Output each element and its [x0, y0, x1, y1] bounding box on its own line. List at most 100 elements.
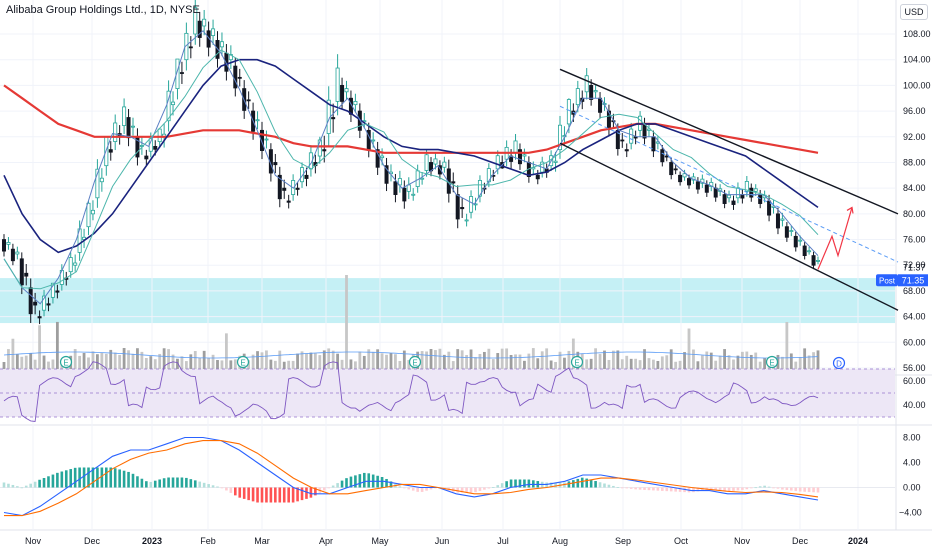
macd-histogram-bar — [807, 487, 811, 493]
volume-bar — [136, 348, 139, 370]
time-tick-label: Apr — [319, 536, 333, 546]
macd-histogram-bar — [287, 487, 290, 503]
candle-body — [695, 181, 700, 190]
candle-body — [642, 123, 647, 139]
candle-body — [73, 262, 78, 266]
volume-bar — [589, 358, 593, 370]
volume-bar — [402, 350, 406, 370]
candle-body — [130, 125, 135, 128]
macd-histogram-bar — [794, 487, 798, 492]
time-tick-label: Jun — [435, 536, 450, 546]
macd-histogram-bar — [429, 487, 433, 490]
volume-bar — [687, 328, 691, 370]
trend-channel — [559, 68, 899, 311]
macd-histogram-bar — [500, 483, 504, 488]
volume-bar — [763, 358, 767, 370]
macd-histogram-bar — [305, 487, 308, 499]
macd-tick-label: −4.00 — [899, 508, 922, 518]
macd-histogram-bar — [225, 487, 228, 491]
earnings-marker-label: E — [769, 359, 774, 368]
volume-bar — [407, 360, 411, 370]
currency-button[interactable]: USD — [900, 4, 928, 20]
volume-bar — [225, 333, 228, 370]
candle-body — [259, 129, 264, 151]
channel-upper-line — [559, 68, 899, 215]
post-badge-bg — [876, 274, 898, 287]
volume-bar — [251, 354, 255, 370]
macd-histogram-bar — [803, 487, 806, 492]
volume-bar — [496, 353, 500, 370]
candle-body — [95, 168, 100, 199]
candle-body — [322, 149, 327, 152]
volume-bar — [193, 351, 197, 370]
macd-histogram-bar — [220, 487, 224, 489]
post-value-label: 71.35 — [902, 275, 925, 285]
candle-body — [535, 174, 540, 180]
volume-bar — [127, 350, 130, 370]
macd-histogram-bar — [620, 487, 624, 489]
candle-body — [437, 165, 442, 175]
volume-bar — [233, 359, 237, 370]
macd-histogram-bar — [349, 476, 353, 488]
macd-histogram-bar — [171, 477, 175, 488]
price-tick-label: 84.00 — [903, 183, 926, 193]
macd-histogram-bar — [29, 483, 32, 488]
volume-bar — [153, 359, 157, 370]
volume-bar — [474, 357, 477, 370]
macd-histogram-bar — [269, 487, 273, 503]
projection-path — [817, 207, 853, 270]
volume-bar — [131, 353, 135, 370]
channel-lower-line — [559, 142, 899, 311]
candle-body — [758, 194, 763, 204]
macd-histogram-bar — [358, 474, 362, 488]
price-axis: 56.00 60.00 64.00 68.00 72.00 76.00 80.00 84.00… — [899, 29, 931, 518]
macd-histogram-bar — [327, 487, 331, 489]
macd-histogram-bar — [772, 487, 775, 489]
volume-bar — [269, 359, 273, 370]
candle-body — [558, 124, 563, 151]
volume-bar — [91, 351, 95, 370]
time-tick-label: Sep — [615, 536, 631, 546]
volume-bar — [749, 354, 753, 370]
volume-bar — [700, 355, 704, 370]
volume-bar — [594, 348, 597, 370]
candle-body — [744, 181, 749, 192]
candle-body — [126, 117, 131, 139]
volume-bar — [256, 351, 259, 370]
macd-histogram-bar — [669, 487, 673, 492]
volume-bar — [420, 351, 424, 370]
volume-bar — [732, 359, 735, 370]
candle-body — [202, 18, 207, 27]
macd-histogram-bar — [567, 481, 571, 488]
volume-bar — [723, 349, 726, 370]
candle-body — [33, 301, 38, 306]
macd-histogram-bar — [723, 487, 726, 492]
candle-body — [593, 90, 598, 93]
macd-histogram-bar — [96, 467, 99, 488]
candle-body — [99, 177, 104, 183]
candle-body — [6, 242, 11, 245]
volume-bar — [781, 356, 784, 370]
earnings-marker-circle — [765, 355, 779, 369]
volume-bar — [327, 348, 331, 370]
earnings-marker-label: E — [574, 359, 579, 368]
volume-bar — [380, 353, 384, 370]
macd-histogram-bar — [260, 487, 264, 503]
volume-bar — [24, 355, 28, 370]
macd-histogram-bar — [478, 487, 482, 491]
candle-body — [455, 194, 460, 220]
volume-bar — [803, 348, 807, 370]
macd-histogram-bar — [487, 487, 491, 489]
volume-bar — [309, 352, 313, 370]
macd-histogram-bar — [16, 486, 19, 488]
candle-body — [246, 99, 251, 102]
candle-body — [522, 154, 527, 157]
macd-histogram-bar — [296, 487, 299, 502]
macd-histogram-bar — [607, 484, 611, 488]
candle-body — [406, 184, 411, 192]
volume-bar — [109, 349, 113, 370]
macd-histogram-bar — [647, 487, 651, 491]
macd-histogram-bar — [714, 487, 717, 491]
last-close-label: 71.37 — [903, 262, 926, 272]
